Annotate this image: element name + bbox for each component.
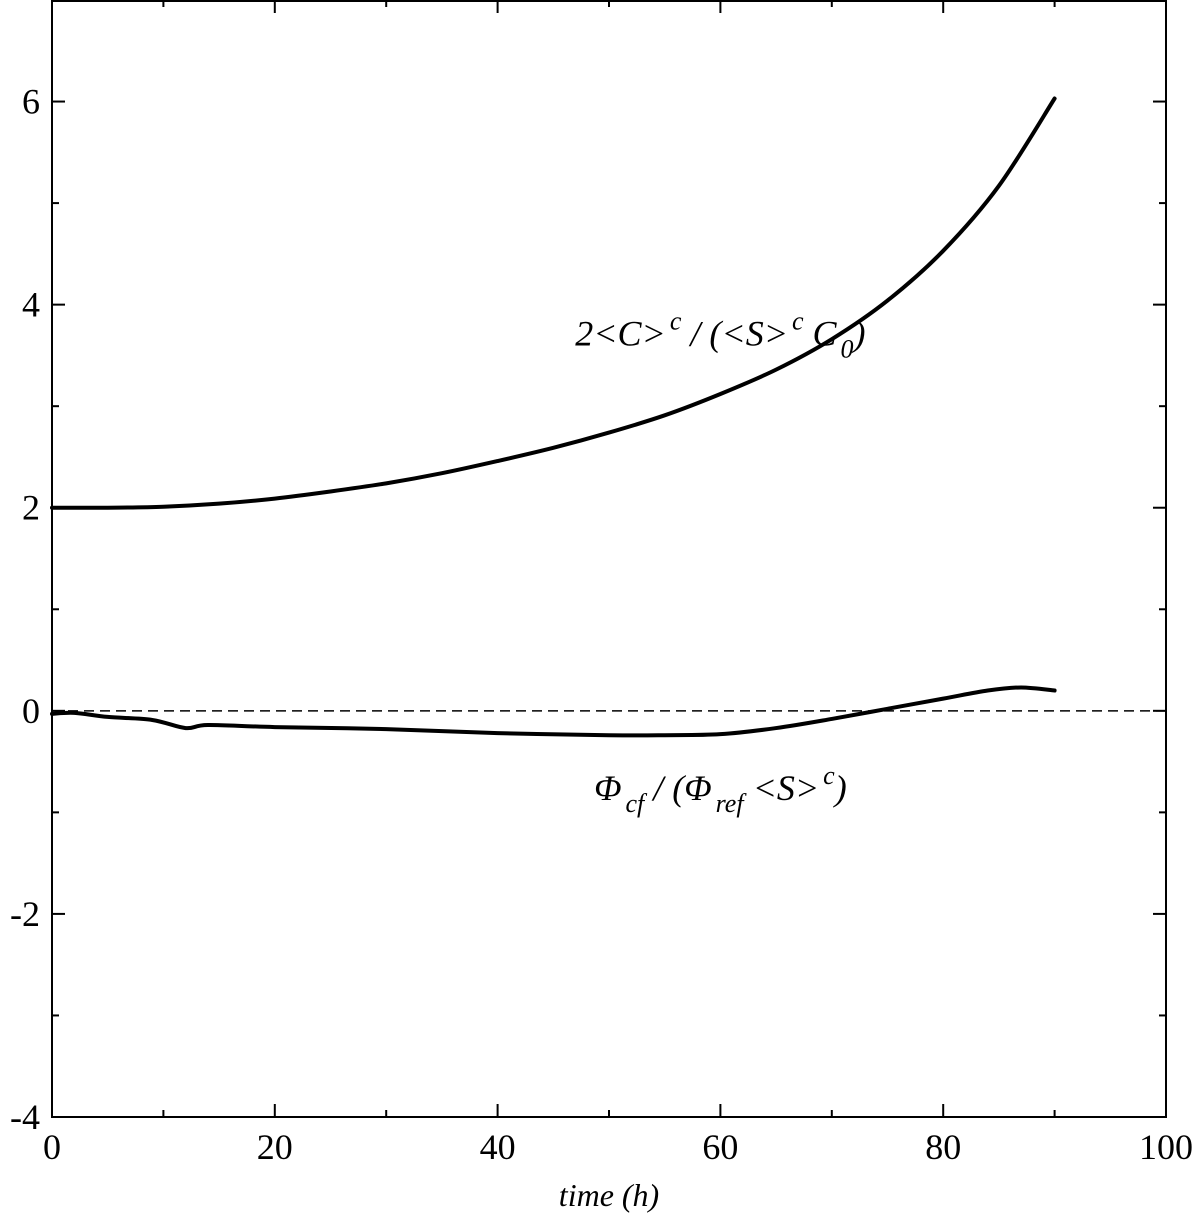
annotation-text-part: Φ bbox=[594, 768, 621, 808]
x-tick-label: 80 bbox=[925, 1127, 961, 1167]
annotation-text-part: / (<S> bbox=[681, 313, 788, 353]
annotation-text-part: / (Φ bbox=[644, 768, 711, 808]
annotation-layer: 2<C> c / (<S> c C 0)Φ cf / (Φ ref <S> c) bbox=[575, 306, 865, 818]
x-tick-label: 100 bbox=[1139, 1127, 1193, 1167]
y-tick-label: 6 bbox=[22, 82, 40, 122]
y-tick-label: 2 bbox=[22, 488, 40, 528]
annotation-text-part: C bbox=[804, 313, 838, 353]
series-layer bbox=[50, 96, 1166, 738]
x-tick-label: 40 bbox=[480, 1127, 516, 1167]
x-tick-label: 20 bbox=[257, 1127, 293, 1167]
series-line-2 bbox=[50, 685, 1057, 738]
y-tick-label: 4 bbox=[22, 285, 40, 325]
x-tick-label: 0 bbox=[43, 1127, 61, 1167]
annotation-text-part: c bbox=[670, 306, 682, 335]
x-axis-label: time (h) bbox=[559, 1177, 659, 1213]
series-line-1 bbox=[50, 96, 1057, 510]
plot-frame bbox=[51, 0, 1167, 1118]
series-annotation-1: 2<C> c / (<S> c C 0) bbox=[575, 306, 865, 363]
annotation-text-part: ) bbox=[833, 768, 847, 808]
y-tick-label: -2 bbox=[10, 894, 40, 934]
annotation-text-part: 2<C> bbox=[575, 313, 666, 353]
annotation-text-part: ) bbox=[852, 313, 866, 353]
x-axis-ticks: 0 20 40 60 80 100 bbox=[43, 0, 1193, 1167]
y-axis-ticks: -4 -2 0 2 4 6 bbox=[10, 0, 1166, 1137]
annotation-text-part: ref bbox=[716, 789, 748, 818]
y-tick-label: 0 bbox=[22, 691, 40, 731]
annotation-text-part: c bbox=[792, 306, 804, 335]
y-tick-label: -4 bbox=[10, 1097, 40, 1137]
annotation-text-part: c bbox=[823, 761, 835, 790]
annotation-text-part: 0 bbox=[841, 334, 854, 363]
annotation-text-part: <S> bbox=[744, 768, 820, 808]
annotation-text-part: cf bbox=[625, 789, 648, 818]
x-tick-label: 60 bbox=[702, 1127, 738, 1167]
